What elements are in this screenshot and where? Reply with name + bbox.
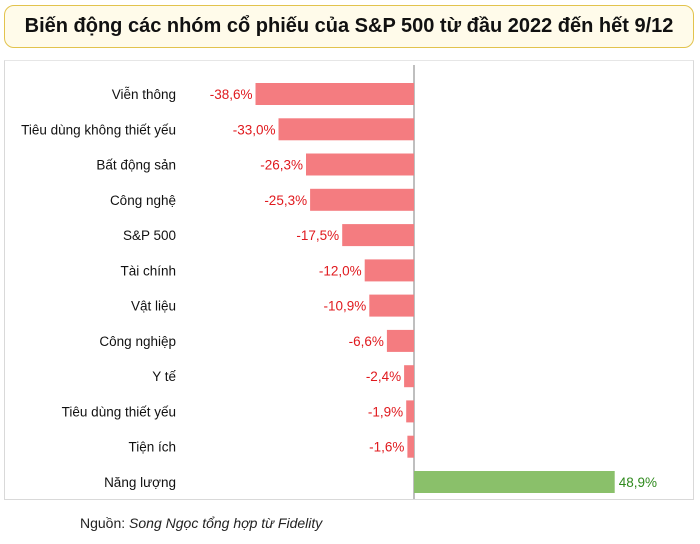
chart-title-box: Biến động các nhóm cổ phiếu của S&P 500 …: [4, 5, 694, 48]
category-label: Tiêu dùng không thiết yếu: [21, 122, 176, 137]
category-label: Tiện ích: [128, 440, 176, 455]
category-label: S&P 500: [123, 228, 176, 243]
bar: [364, 259, 414, 282]
category-label: Viễn thông: [112, 87, 176, 102]
bar: [342, 224, 414, 247]
category-label: Công nghiệp: [99, 334, 176, 349]
bar: [407, 435, 414, 458]
bar: [386, 329, 414, 352]
source-prefix: Nguồn:: [80, 515, 126, 531]
value-label: -6,6%: [349, 334, 384, 349]
value-label: -25,3%: [264, 193, 307, 208]
category-label: Công nghệ: [110, 193, 176, 208]
source-text: Song Ngọc tổng hợp từ Fidelity: [129, 515, 323, 531]
value-label: -12,0%: [319, 263, 362, 278]
value-label: -1,6%: [369, 440, 404, 455]
bar: [255, 83, 414, 105]
value-label: -2,4%: [366, 369, 401, 384]
bar: [369, 294, 414, 317]
category-label: Tiêu dùng thiết yếu: [62, 404, 176, 419]
bar-chart: Viễn thông -38,6% Tiêu dùng không thiết yế…: [21, 65, 657, 499]
value-label: -10,9%: [324, 299, 367, 314]
value-label: 48,9%: [619, 475, 657, 490]
source-note: Nguồn: Song Ngọc tổng hợp từ Fidelity: [80, 515, 322, 531]
value-label: -33,0%: [233, 122, 276, 137]
bar: [404, 365, 414, 388]
value-label: -17,5%: [296, 228, 339, 243]
bar: [310, 188, 414, 211]
category-label: Y tế: [152, 369, 176, 384]
value-label: -38,6%: [210, 87, 253, 102]
chart-area: Viễn thông -38,6% Tiêu dùng không thiết yế…: [4, 60, 694, 500]
category-label: Bất động sản: [96, 158, 176, 173]
bar: [406, 400, 414, 423]
bar: [278, 118, 414, 141]
category-label: Tài chính: [120, 263, 176, 278]
category-label: Vật liệu: [131, 299, 176, 314]
category-label: Năng lượng: [104, 475, 176, 490]
bar: [414, 471, 615, 493]
chart-title: Biến động các nhóm cổ phiếu của S&P 500 …: [24, 15, 674, 37]
value-label: -26,3%: [260, 158, 303, 173]
bar: [306, 153, 414, 176]
value-label: -1,9%: [368, 404, 403, 419]
